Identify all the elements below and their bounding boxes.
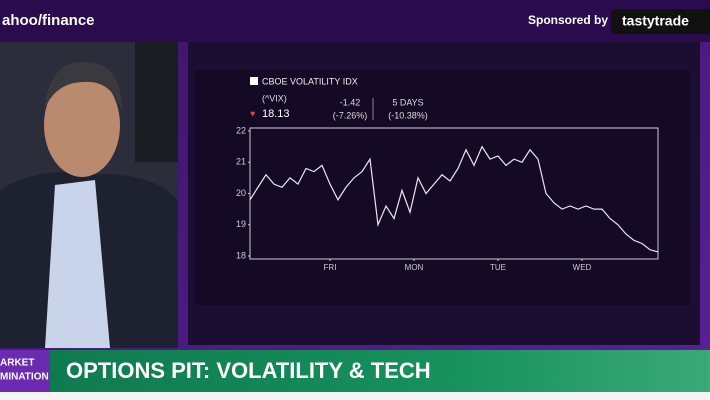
vix-line [249,145,659,253]
quote-change-pct: (-7.26%) [333,110,368,120]
quote-period: 5 DAYS [392,97,423,107]
y-tick-label: 20 [236,188,246,198]
quote-name: CBOE VOLATILITY IDX [262,76,358,86]
tag-line: MINATION [0,372,49,383]
legend-swatch [250,77,258,85]
plot: 18 19 20 21 22 FRI MON TUE WED [236,125,659,272]
x-tick-label: WED [573,263,592,272]
lower-strip [0,392,710,400]
quote-symbol: (^VIX) [262,93,287,103]
video-background [135,42,178,162]
person-hair [44,61,122,112]
y-tick-label: 22 [236,125,246,135]
y-tick-label: 19 [236,219,246,229]
top-bar [0,0,710,42]
person-head [44,73,120,177]
y-tick-label: 18 [236,250,246,260]
down-arrow: ♥ [250,108,255,118]
banner-title: OPTIONS PIT: VOLATILITY & TECH [66,358,431,383]
tag-box [0,350,50,392]
x-tick-label: TUE [490,263,506,272]
quote-period-pct: (-10.38%) [388,110,428,120]
sponsor: tastytrade [622,13,689,29]
sponsor-label: Sponsored by [528,13,608,27]
chart-card [195,70,690,305]
person-shirt [45,180,110,348]
sponsor-badge [611,9,710,34]
quote-change: -1.42 [340,97,361,107]
tag-line: ARKET [0,358,34,369]
banner [50,350,710,392]
x-tick-label: MON [405,263,424,272]
x-tick-label: FRI [324,263,337,272]
logo: ahoo/finance [2,12,95,29]
quote-price: 18.13 [262,108,290,120]
y-tick-label: 21 [236,157,246,167]
